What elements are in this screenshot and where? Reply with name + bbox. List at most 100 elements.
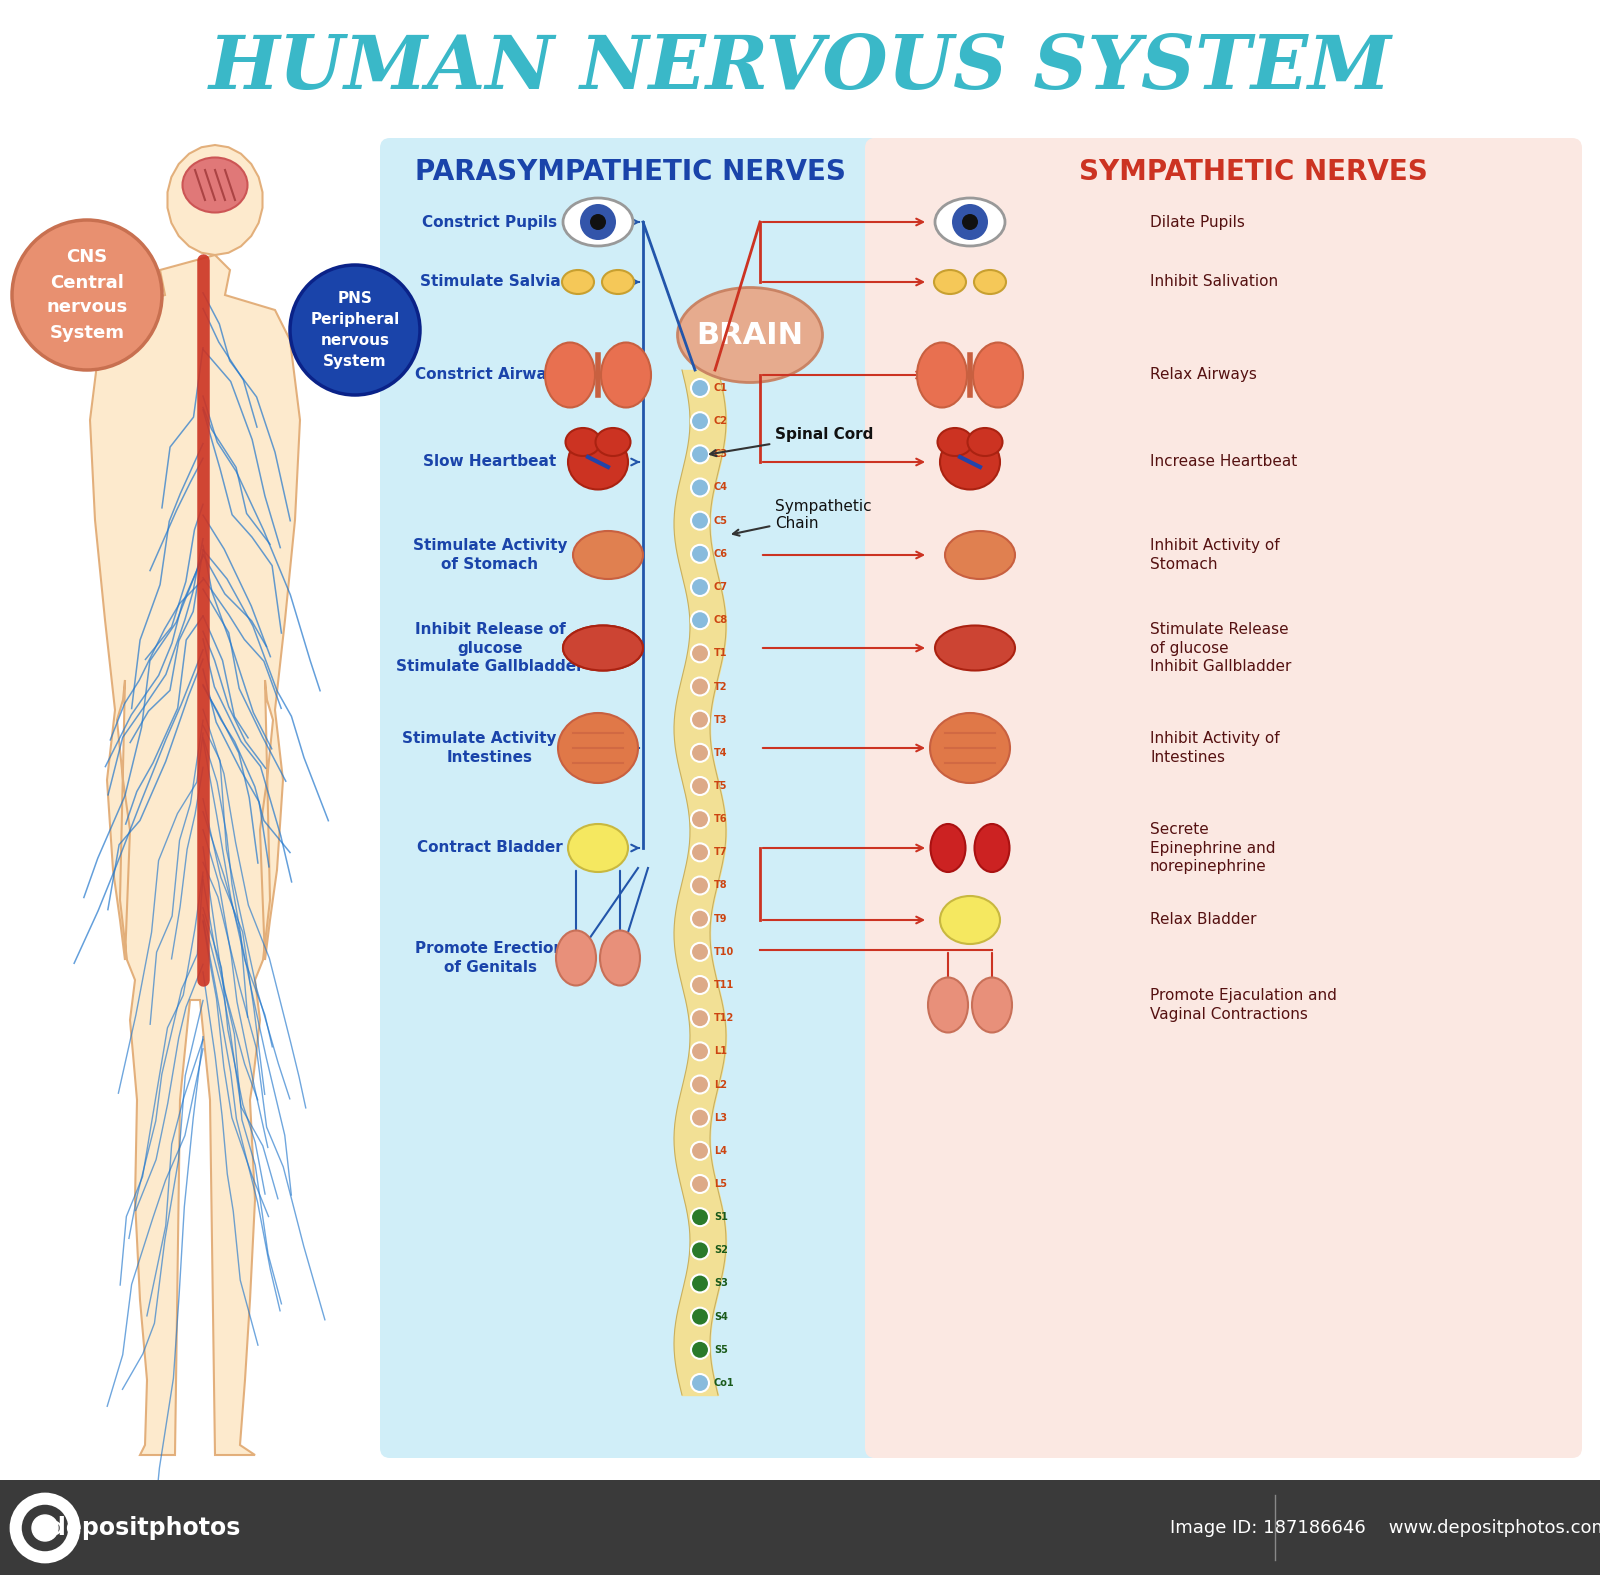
- Circle shape: [691, 545, 709, 562]
- Ellipse shape: [973, 978, 1013, 1033]
- Text: C8: C8: [714, 616, 728, 625]
- Circle shape: [691, 1208, 709, 1227]
- Circle shape: [691, 1274, 709, 1293]
- Text: L5: L5: [714, 1180, 726, 1189]
- Text: Stimulate Release
of glucose
Inhibit Gallbladder: Stimulate Release of glucose Inhibit Gal…: [1150, 622, 1291, 674]
- Circle shape: [691, 380, 709, 397]
- Text: Dilate Pupils: Dilate Pupils: [1150, 214, 1245, 230]
- Circle shape: [691, 677, 709, 696]
- Ellipse shape: [568, 435, 627, 490]
- Text: T4: T4: [714, 748, 728, 758]
- Ellipse shape: [568, 824, 627, 873]
- Ellipse shape: [934, 625, 1014, 671]
- Text: Constrict Airways: Constrict Airways: [414, 367, 565, 383]
- Ellipse shape: [941, 435, 1000, 490]
- Text: C7: C7: [714, 583, 728, 592]
- Ellipse shape: [931, 824, 965, 873]
- Text: Sympathetic
Chain: Sympathetic Chain: [733, 499, 872, 536]
- Circle shape: [590, 214, 606, 230]
- Circle shape: [691, 644, 709, 663]
- Circle shape: [691, 910, 709, 928]
- Ellipse shape: [973, 342, 1022, 408]
- Circle shape: [579, 205, 616, 239]
- Circle shape: [691, 413, 709, 430]
- Text: L3: L3: [714, 1112, 726, 1123]
- Text: Inhibit Salivation: Inhibit Salivation: [1150, 274, 1278, 290]
- Text: Contract Bladder: Contract Bladder: [418, 841, 563, 855]
- Circle shape: [11, 1495, 78, 1562]
- Circle shape: [691, 776, 709, 795]
- Text: S5: S5: [714, 1345, 728, 1354]
- Ellipse shape: [546, 342, 595, 408]
- Ellipse shape: [928, 978, 968, 1033]
- FancyBboxPatch shape: [866, 139, 1582, 1458]
- Circle shape: [691, 1109, 709, 1126]
- Circle shape: [691, 710, 709, 729]
- Text: Spinal Cord: Spinal Cord: [710, 427, 874, 457]
- Text: C6: C6: [714, 548, 728, 559]
- Text: Image ID: 187186646    www.depositphotos.com: Image ID: 187186646 www.depositphotos.co…: [1171, 1518, 1600, 1537]
- Text: S4: S4: [714, 1312, 728, 1321]
- Text: Constrict Pupils: Constrict Pupils: [422, 214, 557, 230]
- Text: Stimulate Activity of
Intestines: Stimulate Activity of Intestines: [402, 731, 578, 765]
- Text: Inhibit Activity of
Stomach: Inhibit Activity of Stomach: [1150, 539, 1280, 572]
- Circle shape: [691, 1175, 709, 1192]
- Text: L2: L2: [714, 1079, 726, 1090]
- Ellipse shape: [974, 824, 1010, 873]
- Ellipse shape: [602, 269, 634, 295]
- Circle shape: [691, 479, 709, 496]
- Text: T7: T7: [714, 847, 728, 857]
- Text: PARASYMPATHETIC NERVES: PARASYMPATHETIC NERVES: [414, 158, 845, 186]
- Text: CNS
Central
nervous
System: CNS Central nervous System: [46, 249, 128, 342]
- Circle shape: [290, 265, 419, 395]
- Text: Increase Heartbeat: Increase Heartbeat: [1150, 455, 1298, 469]
- Ellipse shape: [938, 428, 973, 457]
- Text: C3: C3: [714, 449, 728, 460]
- Text: BRAIN: BRAIN: [696, 320, 803, 350]
- Circle shape: [13, 221, 162, 370]
- FancyBboxPatch shape: [0, 1480, 1600, 1575]
- Text: Stimulate Salvia: Stimulate Salvia: [419, 274, 560, 290]
- Ellipse shape: [573, 531, 643, 580]
- Ellipse shape: [917, 342, 966, 408]
- Ellipse shape: [563, 198, 634, 246]
- Text: T1: T1: [714, 649, 728, 658]
- Text: S2: S2: [714, 1246, 728, 1255]
- FancyBboxPatch shape: [381, 139, 880, 1458]
- Circle shape: [962, 214, 978, 230]
- Circle shape: [691, 1043, 709, 1060]
- Ellipse shape: [563, 625, 643, 671]
- Text: C5: C5: [714, 515, 728, 526]
- Text: PNS
Peripheral
nervous
System: PNS Peripheral nervous System: [310, 291, 400, 369]
- Text: T12: T12: [714, 1013, 734, 1024]
- Circle shape: [691, 877, 709, 895]
- Ellipse shape: [558, 713, 638, 783]
- Circle shape: [32, 1515, 58, 1540]
- Text: Promote Ejaculation and
Vaginal Contractions: Promote Ejaculation and Vaginal Contract…: [1150, 988, 1338, 1022]
- Ellipse shape: [934, 269, 966, 295]
- Text: SYMPATHETIC NERVES: SYMPATHETIC NERVES: [1078, 158, 1427, 186]
- Circle shape: [691, 611, 709, 628]
- Text: Promote Erection
of Genitals: Promote Erection of Genitals: [416, 942, 565, 975]
- Text: HUMAN NERVOUS SYSTEM: HUMAN NERVOUS SYSTEM: [208, 32, 1392, 104]
- Circle shape: [691, 1010, 709, 1027]
- Ellipse shape: [595, 428, 630, 457]
- Ellipse shape: [941, 896, 1000, 943]
- Text: T3: T3: [714, 715, 728, 725]
- Ellipse shape: [677, 288, 822, 383]
- Text: Relax Bladder: Relax Bladder: [1150, 912, 1256, 928]
- Ellipse shape: [974, 269, 1006, 295]
- Circle shape: [691, 743, 709, 762]
- Circle shape: [691, 446, 709, 463]
- Text: L1: L1: [714, 1046, 726, 1057]
- Circle shape: [952, 205, 989, 239]
- Text: C1: C1: [714, 383, 728, 394]
- Text: depositphotos: depositphotos: [50, 1517, 240, 1540]
- Ellipse shape: [600, 931, 640, 986]
- Ellipse shape: [557, 931, 595, 986]
- Polygon shape: [90, 145, 301, 1455]
- Text: T11: T11: [714, 980, 734, 991]
- Text: Relax Airways: Relax Airways: [1150, 367, 1258, 383]
- Text: C2: C2: [714, 416, 728, 427]
- Text: Stimulate Activity
of Stomach: Stimulate Activity of Stomach: [413, 539, 568, 572]
